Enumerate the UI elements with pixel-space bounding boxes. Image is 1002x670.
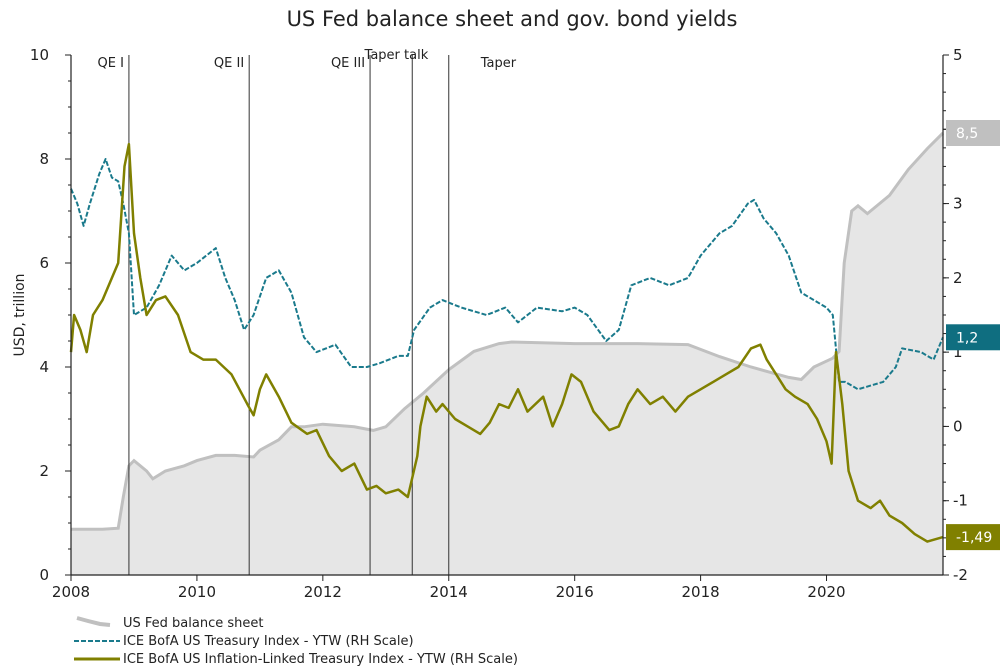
end-label-box [946,524,1000,551]
axes: 0246810-2-101234520082010201220142016201… [30,46,1000,601]
y-tick-label-left: 4 [39,358,49,376]
y-tick-label-left: 10 [30,46,49,64]
y-tick-label-right: -2 [953,566,968,584]
y-tick-label-left: 6 [39,254,49,272]
legend-label: US Fed balance sheet [123,616,263,631]
x-tick-label: 2012 [304,583,342,601]
y-tick-label-left: 8 [39,150,49,168]
x-tick-label: 2016 [556,583,594,601]
y-tick-label-right: 3 [953,195,963,213]
x-tick-label: 2018 [682,583,720,601]
y-tick-label-right: 0 [953,417,963,435]
legend-label: ICE BofA US Inflation-Linked Treasury In… [123,652,518,667]
event-label: QE III [331,56,365,71]
end-label: -1,49 [956,530,992,546]
x-tick-label: 2008 [52,583,90,601]
end-label-box [946,324,1000,351]
series-treasury-yield-line [70,158,944,391]
y-tick-label-left: 2 [39,462,49,480]
event-label: Taper talk [364,48,429,63]
end-label: 1,2 [956,330,978,346]
legend: US Fed balance sheet ICE BofA US Treasury… [74,616,518,667]
chart-title: US Fed balance sheet and gov. bond yield… [287,7,738,31]
y-tick-label-right: -1 [953,492,968,510]
x-tick-label: 2010 [178,583,216,601]
y-tick-label-left: 0 [39,566,49,584]
y-axis-label: USD, trillion [12,273,28,356]
y-tick-label-right: 5 [953,46,963,64]
end-label-box [946,120,1000,146]
x-tick-label: 2014 [430,583,468,601]
x-tick-label: 2020 [807,583,845,601]
y-tick-label-right: 1 [953,343,963,361]
event-label: QE I [98,56,124,71]
end-label: 8,5 [956,126,978,142]
event-label: Taper [480,56,517,71]
series-inflation-linked-yield-line [69,142,944,543]
legend-label: ICE BofA US Treasury Index - YTW (RH Sca… [123,634,414,649]
y-tick-label-right: 2 [953,269,963,287]
legend-swatch-area [76,616,111,627]
event-label: QE II [214,56,244,71]
series-fed-balance-sheet-area [71,133,943,575]
series-fed-balance-sheet-line [71,131,945,531]
